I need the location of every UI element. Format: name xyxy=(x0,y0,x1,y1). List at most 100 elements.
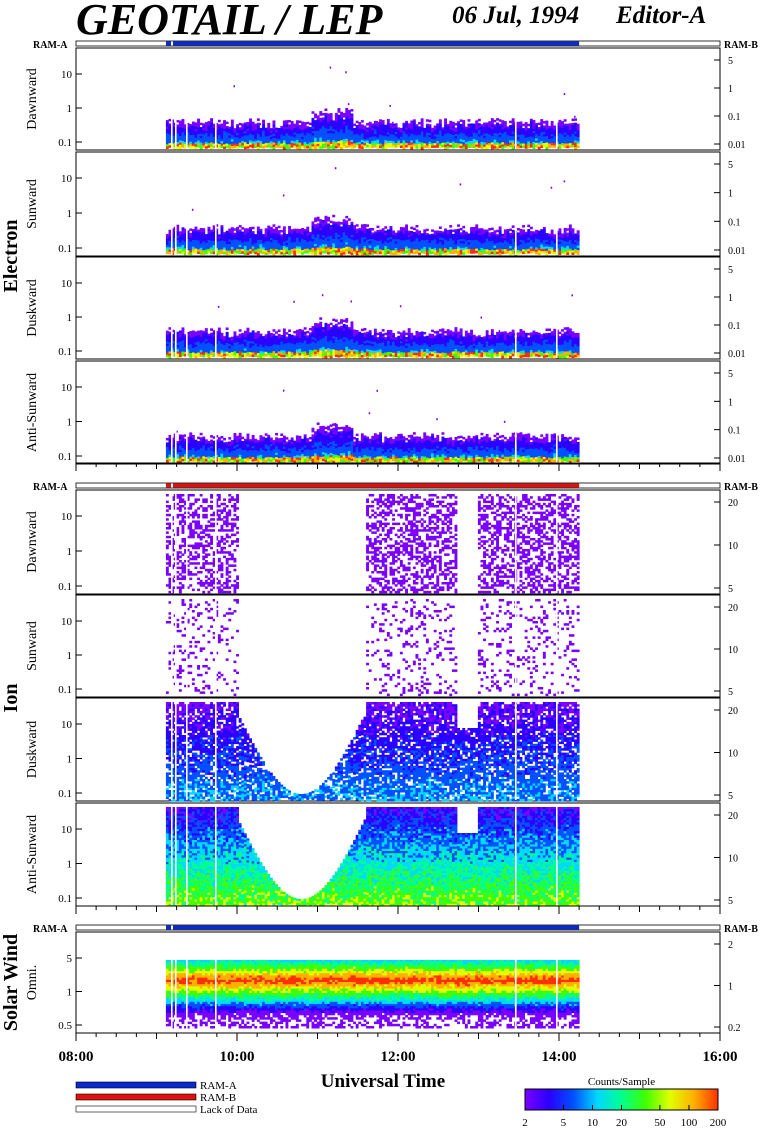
ion-ram-strip-bar xyxy=(165,483,580,488)
electron-anti-sunward-left-tick-label: 1 xyxy=(67,417,73,429)
electron-anti-sunward-right-tick-label: 1 xyxy=(728,397,733,408)
electron-dawnward-right-tick-label: 1 xyxy=(728,84,733,95)
electron-dawnward-right-tick-label: 5 xyxy=(728,56,733,67)
electron-anti-sunward-panel xyxy=(75,360,721,465)
ion-dawnward-left-tick-label: 0.1 xyxy=(58,581,72,593)
colorbar-tick-label: 2 xyxy=(522,1117,528,1128)
electron-anti-sunward-right-tick-label: 5 xyxy=(728,369,733,380)
ion-ram-strip-gap xyxy=(164,483,166,488)
ion-group-label: Ion xyxy=(0,684,22,713)
electron-sunward-label: Sunward xyxy=(25,179,40,229)
electron-dawnward-right-tick-label: 0.01 xyxy=(728,140,746,151)
ion-sunward-panel xyxy=(75,594,721,698)
electron-duskward-panel xyxy=(75,256,721,360)
ion-anti-sunward-right-tick-label: 5 xyxy=(728,896,733,907)
electron-ram-strip-gap xyxy=(171,41,173,46)
electron-duskward-right-tick-label: 0.1 xyxy=(728,321,741,332)
ion-dawnward-right-tick-label: 20 xyxy=(728,498,738,509)
electron-duskward-left-tick-label: 1 xyxy=(67,312,73,324)
electron-anti-sunward-right-tick-label: 0.1 xyxy=(728,426,741,437)
solar-wind-omni--right-tick-label: 0.2 xyxy=(728,1023,741,1034)
electron-sunward-left-tick-label: 0.1 xyxy=(58,243,72,255)
x-tick-label: 08:00 xyxy=(59,1049,94,1065)
ion-duskward-right-tick-label: 10 xyxy=(728,749,738,760)
ion-anti-sunward-left-tick-label: 1 xyxy=(67,859,73,871)
ion-duskward-left-tick-label: 0.1 xyxy=(58,788,72,800)
legend-swatch-1 xyxy=(75,1093,197,1101)
colorbar-tick-label: 200 xyxy=(710,1117,727,1128)
editor-label: Editor-A xyxy=(616,2,706,30)
ion-duskward-right-tick-label: 5 xyxy=(728,791,733,802)
x-tick-label: 14:00 xyxy=(542,1049,577,1065)
legend-label-0: RAM-A xyxy=(200,1080,237,1092)
electron-duskward-right-tick-label: 5 xyxy=(728,265,733,276)
electron-ram-left: RAM-A xyxy=(33,40,68,51)
solar-wind-group-label: Solar Wind xyxy=(0,934,22,1031)
electron-ram-strip-bar xyxy=(165,41,580,46)
solar-wind-omni--left-tick-label: 0.5 xyxy=(58,1020,72,1032)
ion-sunward-label: Sunward xyxy=(25,621,40,671)
electron-sunward-right-tick-label: 0.01 xyxy=(728,246,746,257)
legend-swatch-0 xyxy=(75,1081,197,1089)
ion-anti-sunward-right-tick-label: 20 xyxy=(728,811,738,822)
electron-ram-strip-gap xyxy=(164,41,166,46)
ion-sunward-right-tick-label: 20 xyxy=(728,603,738,614)
electron-sunward-right-tick-label: 1 xyxy=(728,189,733,200)
ion-sunward-left-tick-label: 10 xyxy=(61,616,73,628)
electron-duskward-right-tick-label: 0.01 xyxy=(728,349,746,360)
colorbar-tick-label: 50 xyxy=(654,1117,666,1128)
electron-anti-sunward-right-tick-label: 0.01 xyxy=(728,454,746,465)
electron-duskward-label: Duskward xyxy=(25,279,40,337)
electron-dawnward-right-tick-label: 0.1 xyxy=(728,112,741,123)
electron-group-label: Electron xyxy=(0,220,22,293)
ion-duskward-label: Duskward xyxy=(25,721,40,779)
solar-wind-omni--left-tick-label: 1 xyxy=(67,987,73,999)
ion-duskward-left-tick-label: 10 xyxy=(61,719,73,731)
ion-anti-sunward-left-tick-label: 10 xyxy=(61,824,73,836)
electron-ram-right: RAM-B xyxy=(724,40,758,51)
ion-sunward-right-tick-label: 10 xyxy=(728,645,738,656)
instrument-title: GEOTAIL / LEP xyxy=(76,0,382,45)
electron-dawnward-label: Dawnward xyxy=(25,68,40,129)
x-tick-label: 12:00 xyxy=(381,1049,416,1065)
solar-wind-ram-strip-gap xyxy=(171,925,173,930)
solar-wind-omni--right-tick-label: 1 xyxy=(728,982,733,993)
electron-sunward-panel xyxy=(75,151,721,257)
ion-sunward-right-tick-label: 5 xyxy=(728,687,733,698)
ion-anti-sunward-right-tick-label: 10 xyxy=(728,854,738,865)
electron-dawnward-panel xyxy=(75,47,721,151)
ion-dawnward-left-tick-label: 1 xyxy=(67,546,73,558)
x-tick-label: 16:00 xyxy=(703,1049,738,1065)
electron-anti-sunward-label: Anti-Sunward xyxy=(25,373,40,452)
solar-wind-omni--label: Omni. xyxy=(25,965,40,1000)
electron-dawnward-left-tick-label: 1 xyxy=(67,103,73,115)
electron-duskward-left-tick-label: 10 xyxy=(61,278,73,290)
ion-duskward-left-tick-label: 1 xyxy=(67,754,73,766)
electron-sunward-left-tick-label: 10 xyxy=(61,173,73,185)
legend-label-2: Lack of Data xyxy=(200,1104,258,1116)
colorbar-tick-label: 10 xyxy=(587,1117,599,1128)
electron-anti-sunward-left-tick-label: 10 xyxy=(61,382,73,394)
ion-ram-strip-gap xyxy=(171,483,173,488)
ion-dawnward-panel xyxy=(75,489,721,595)
solar-wind-ram-right: RAM-B xyxy=(724,924,758,935)
ion-dawnward-right-tick-label: 5 xyxy=(728,584,733,595)
ion-dawnward-label: Dawnward xyxy=(25,511,40,572)
solar-wind-omni--panel xyxy=(75,931,721,1034)
legend-swatch-2 xyxy=(75,1105,197,1113)
ion-anti-sunward-left-tick-label: 0.1 xyxy=(58,893,72,905)
ion-duskward-panel xyxy=(75,697,721,802)
ion-sunward-left-tick-label: 1 xyxy=(67,650,73,662)
ion-ram-left: RAM-A xyxy=(33,482,68,493)
solar-wind-ram-strip-gap xyxy=(164,925,166,930)
ion-dawnward-left-tick-label: 10 xyxy=(61,511,73,523)
x-tick-label: 10:00 xyxy=(220,1049,255,1065)
colorbar-tick-label: 5 xyxy=(561,1117,567,1128)
date-label: 06 Jul, 1994 xyxy=(452,2,579,30)
electron-anti-sunward-left-tick-label: 0.1 xyxy=(58,451,72,463)
solar-wind-omni--left-tick-label: 5 xyxy=(67,953,73,965)
ion-anti-sunward-label: Anti-Sunward xyxy=(25,815,40,894)
colorbar-title: Counts/Sample xyxy=(588,1076,655,1088)
electron-duskward-left-tick-label: 0.1 xyxy=(58,346,72,358)
